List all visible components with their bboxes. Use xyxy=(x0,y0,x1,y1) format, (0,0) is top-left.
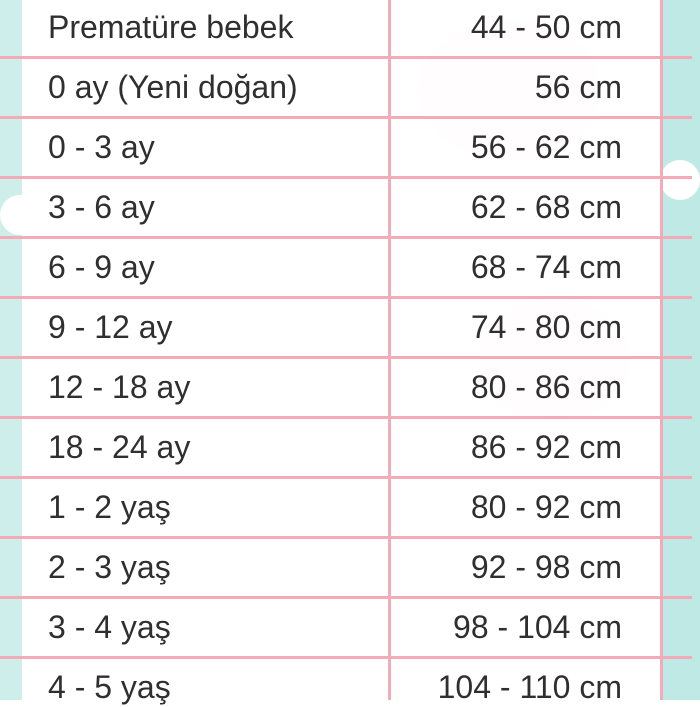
size-cell: 80 - 92 cm xyxy=(470,489,622,525)
age-cell: Prematüre bebek xyxy=(48,9,294,45)
size-cell: 56 cm xyxy=(534,69,622,105)
age-cell: 12 - 18 ay xyxy=(48,369,191,405)
background-strip xyxy=(0,0,22,700)
age-cell: 0 ay (Yeni doğan) xyxy=(48,69,298,105)
size-cell: 68 - 74 cm xyxy=(470,249,622,285)
row-divider xyxy=(0,536,692,539)
row-divider xyxy=(0,356,692,359)
size-cell: 92 - 98 cm xyxy=(470,549,622,585)
age-cell: 6 - 9 ay xyxy=(48,249,155,285)
age-cell: 0 - 3 ay xyxy=(48,129,155,165)
row-divider xyxy=(0,296,692,299)
row-divider xyxy=(0,236,692,239)
age-cell: 18 - 24 ay xyxy=(48,429,191,465)
row-divider xyxy=(0,416,692,419)
size-cell: 56 - 62 cm xyxy=(470,129,622,165)
age-cell: 3 - 4 yaş xyxy=(48,609,171,645)
size-cell: 62 - 68 cm xyxy=(470,189,622,225)
age-cell: 2 - 3 yaş xyxy=(48,549,171,585)
size-cell: 104 - 110 cm xyxy=(437,669,622,705)
row-divider xyxy=(0,476,692,479)
row-divider xyxy=(0,596,692,599)
background-strip xyxy=(662,0,700,700)
age-cell: 3 - 6 ay xyxy=(48,189,155,225)
size-cell: 74 - 80 cm xyxy=(470,309,622,345)
age-cell: 9 - 12 ay xyxy=(48,309,173,345)
age-cell: 1 - 2 yaş xyxy=(48,489,171,525)
age-cell: 4 - 5 yaş xyxy=(48,669,171,705)
row-divider xyxy=(0,116,692,119)
table-border xyxy=(660,0,663,700)
size-cell: 80 - 86 cm xyxy=(470,369,622,405)
decoration xyxy=(660,160,700,200)
row-divider xyxy=(0,176,692,179)
row-divider xyxy=(0,656,692,659)
column-divider xyxy=(388,0,391,700)
size-cell: 86 - 92 cm xyxy=(470,429,622,465)
size-cell: 44 - 50 cm xyxy=(470,9,622,45)
row-divider xyxy=(0,56,692,59)
size-cell: 98 - 104 cm xyxy=(453,609,622,645)
